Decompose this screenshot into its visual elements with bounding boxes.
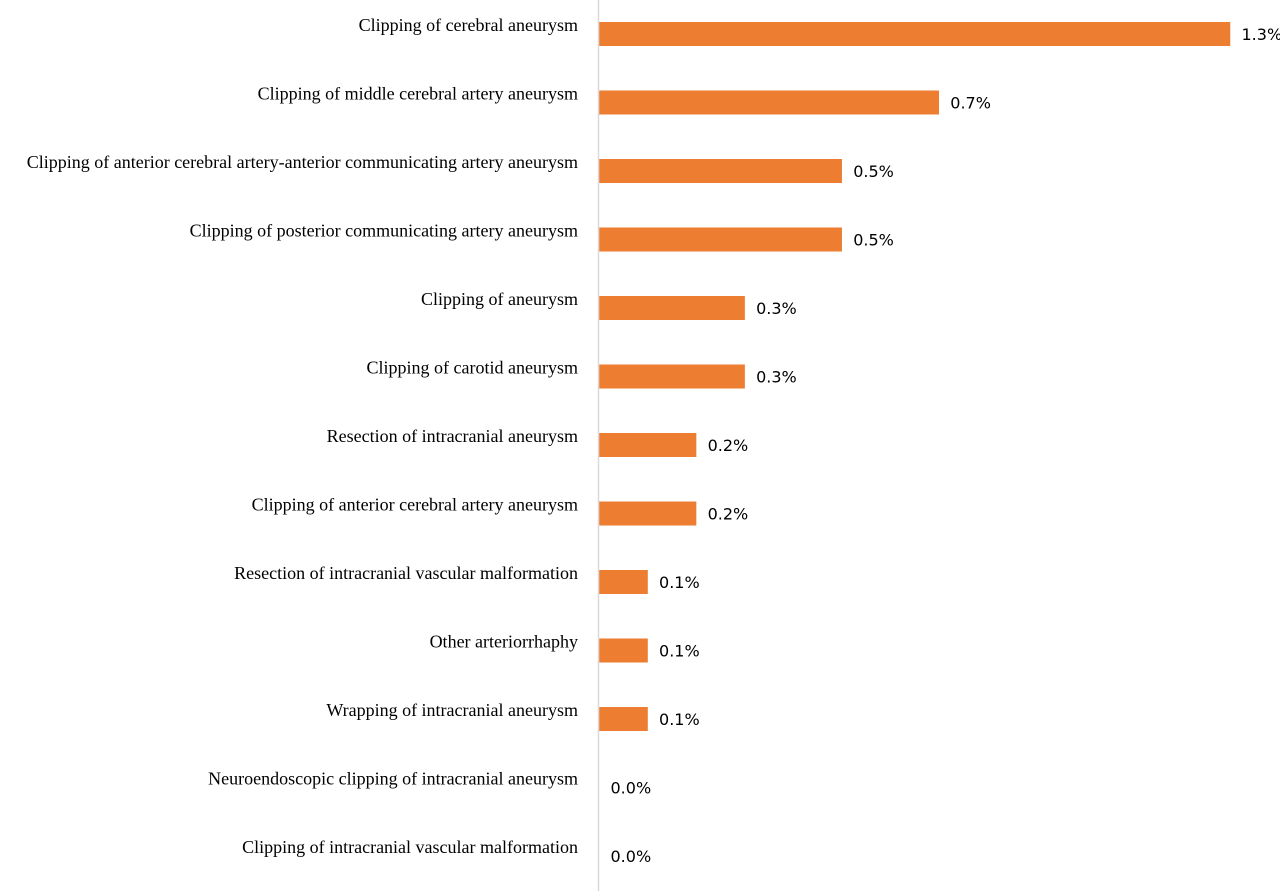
bar: [599, 296, 745, 320]
bars-layer: [599, 22, 1230, 731]
bar: [599, 707, 648, 731]
bar: [599, 570, 648, 594]
category-label: Clipping of anterior cerebral artery ane…: [252, 495, 578, 515]
data-label: 0.5%: [853, 231, 894, 250]
data-label: 1.3%: [1242, 25, 1280, 44]
data-label: 0.0%: [611, 779, 652, 798]
category-label: Clipping of middle cerebral artery aneur…: [258, 84, 578, 104]
bar: [599, 159, 842, 183]
category-label: Neuroendoscopic clipping of intracranial…: [208, 769, 578, 789]
category-label: Clipping of aneurysm: [421, 289, 578, 309]
category-label: Other arteriorrhaphy: [430, 632, 578, 652]
category-label: Resection of intracranial vascular malfo…: [234, 563, 578, 583]
data-label: 0.2%: [708, 436, 749, 455]
data-label: 0.3%: [756, 368, 797, 387]
category-label: Wrapping of intracranial aneurysm: [326, 700, 578, 720]
data-label: 0.3%: [756, 299, 797, 318]
data-label: 0.1%: [659, 710, 700, 729]
data-label: 0.2%: [708, 505, 749, 524]
bar: [599, 365, 745, 389]
category-labels-layer: Clipping of cerebral aneurysm Clipping of…: [27, 15, 578, 857]
bar: [599, 433, 696, 457]
category-label: Clipping of anterior cerebral artery-ant…: [27, 152, 578, 172]
bar: [599, 502, 696, 526]
category-label: Clipping of carotid aneurysm: [367, 358, 578, 378]
data-label: 0.0%: [611, 847, 652, 866]
data-label: 0.1%: [659, 642, 700, 661]
category-label: Clipping of posterior communicating arte…: [190, 221, 578, 241]
category-label: Clipping of cerebral aneurysm: [359, 15, 578, 35]
bar: [599, 228, 842, 252]
bar: [599, 639, 648, 663]
category-label: Clipping of intracranial vascular malfor…: [242, 837, 578, 857]
bar: [599, 22, 1230, 46]
value-labels-layer: 1.3% 0.7% 0.5% 0.5% 0.3% 0.3% 0.2% 0.2% 0.1% 0.1%…: [611, 25, 1280, 866]
category-label: Resection of intracranial aneurysm: [327, 426, 578, 446]
data-label: 0.7%: [950, 94, 991, 113]
data-label: 0.1%: [659, 573, 700, 592]
bar: [599, 91, 939, 115]
data-label: 0.5%: [853, 162, 894, 181]
